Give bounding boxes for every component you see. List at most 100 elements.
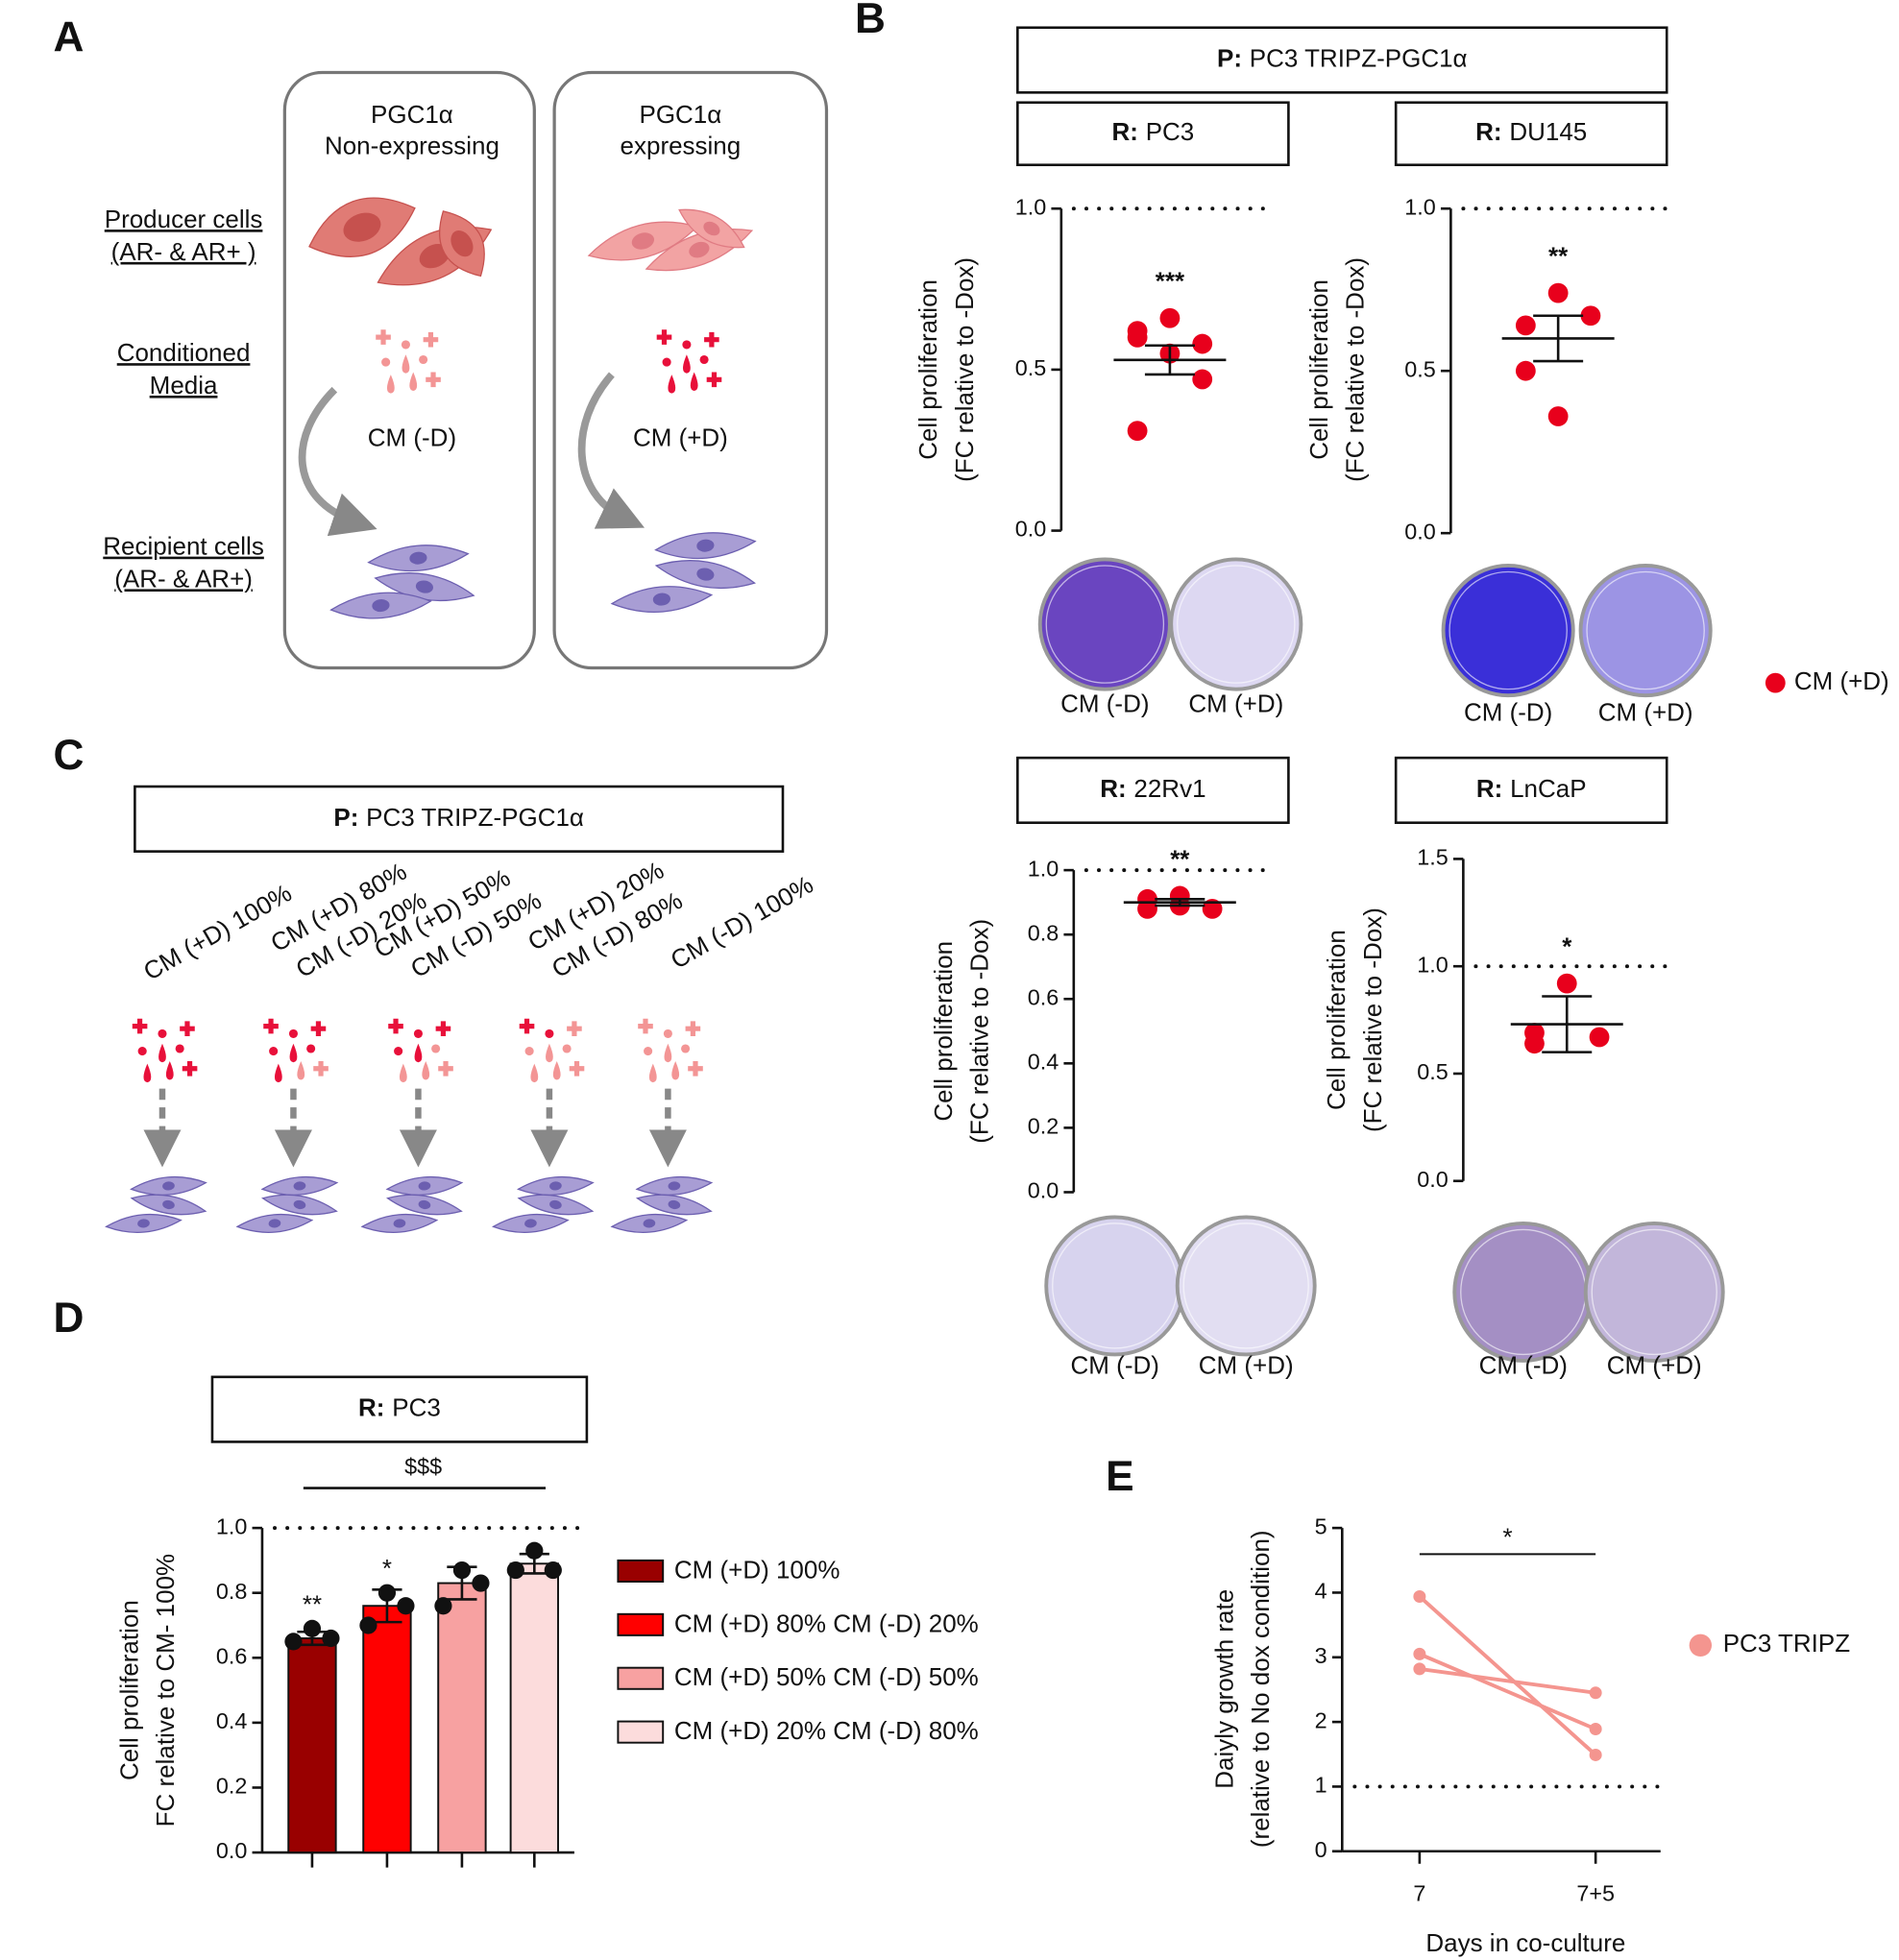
- bar: [287, 1637, 337, 1854]
- data-point: [1556, 973, 1577, 994]
- cell-icon: [492, 1213, 570, 1233]
- header-box: [1394, 101, 1668, 167]
- header-name: PC3 TRIPZ-PGC1α: [1250, 43, 1468, 72]
- cell-icon: [517, 1194, 595, 1216]
- legend-swatch: [617, 1559, 665, 1583]
- y-axis-label: Cell proliferation: [1322, 930, 1351, 1110]
- pair-line: [1419, 1666, 1596, 1695]
- cell-icon: [517, 1175, 595, 1196]
- data-point: [359, 1616, 377, 1634]
- data-point: [1515, 360, 1536, 381]
- y-tick-label: 5: [1315, 1513, 1327, 1538]
- cell-nucleus: [372, 599, 390, 613]
- cell-nucleus: [293, 1199, 306, 1210]
- header-text: R: PC3: [1111, 117, 1194, 146]
- data-point: [1580, 305, 1601, 327]
- particle: [671, 1060, 680, 1080]
- y-tick-label: 0.0: [1015, 517, 1047, 542]
- cell-nucleus: [696, 539, 715, 552]
- header-box: [210, 1375, 589, 1443]
- header-box: [134, 785, 785, 853]
- plate-label: CM (-D): [1060, 689, 1149, 717]
- header-box: [1016, 101, 1290, 167]
- particle: [409, 372, 418, 391]
- plate: [1037, 557, 1172, 691]
- cell-icon: [105, 1213, 183, 1233]
- legend-label: CM (+D) 50% CM (-D) 50%: [674, 1662, 979, 1691]
- particle: [423, 331, 439, 348]
- y-tick-label: 0.4: [216, 1708, 248, 1733]
- y-axis-label: Daiyly growth rate: [1209, 1589, 1238, 1789]
- y-tick-label: 0.6: [1028, 984, 1059, 1009]
- particle: [638, 1018, 653, 1034]
- cell-icon: [439, 210, 485, 278]
- particle: [274, 1063, 282, 1083]
- y-axis-label: Cell proliferation: [929, 941, 958, 1122]
- y-tick-label: 3: [1315, 1643, 1327, 1668]
- y-tick-label: 1.5: [1417, 845, 1449, 870]
- legend-marker: [1689, 1633, 1713, 1657]
- data-point: [1589, 1027, 1610, 1048]
- significance: **: [1548, 242, 1569, 271]
- y-tick-label: 0.0: [1404, 519, 1436, 544]
- particle: [401, 340, 410, 350]
- particle: [288, 1028, 299, 1038]
- y-tick-label: 0.8: [216, 1579, 248, 1604]
- bar: [509, 1562, 559, 1854]
- particle: [306, 1044, 316, 1053]
- cell-icon: [235, 1213, 314, 1233]
- data-point: [506, 1561, 524, 1580]
- data-point: [1192, 333, 1213, 354]
- particle: [381, 357, 391, 367]
- significance: $$$: [404, 1454, 442, 1479]
- cell-nucleus: [419, 243, 450, 269]
- cell-nucleus: [409, 551, 427, 565]
- plate-rim: [1591, 1228, 1717, 1356]
- header-box: [1016, 756, 1290, 825]
- particle: [165, 1060, 174, 1080]
- data-point: [377, 1584, 397, 1602]
- particle: [663, 1028, 672, 1038]
- particle: [668, 375, 676, 394]
- y-tick-label: 1.0: [1404, 194, 1436, 219]
- cell-nucleus: [689, 241, 710, 258]
- data-point: [472, 1574, 490, 1592]
- particle: [569, 1060, 585, 1077]
- y-tick-label: 1.0: [1028, 856, 1059, 881]
- curved-arrow: [298, 386, 377, 537]
- y-axis-label: (FC relative to -Dox): [1341, 257, 1370, 482]
- y-axis-label: (FC relative to -Dox): [965, 919, 994, 1144]
- y-tick-label: 0: [1315, 1837, 1327, 1862]
- header-prefix: R:: [358, 1392, 384, 1421]
- plate-rim: [1045, 565, 1165, 684]
- header-text: R: DU145: [1475, 117, 1587, 146]
- particle: [435, 1021, 451, 1036]
- data-point: [1202, 898, 1223, 919]
- x-axis-label: Days in co-culture: [1425, 1928, 1625, 1957]
- cell-nucleus: [524, 1219, 537, 1228]
- panel-label: A: [54, 13, 85, 60]
- plate-label: CM (+D): [1199, 1350, 1294, 1379]
- data-point: [1589, 1723, 1602, 1736]
- particle: [132, 1018, 148, 1034]
- data-point: [434, 1597, 452, 1615]
- data-point: [544, 1561, 562, 1580]
- particle: [263, 1018, 279, 1034]
- data-point: [1547, 406, 1569, 426]
- cell-icon: [610, 1213, 689, 1233]
- particle: [182, 1060, 198, 1077]
- y-tick-label: 0.0: [1028, 1178, 1059, 1203]
- particle: [546, 1043, 553, 1063]
- particle: [682, 354, 691, 374]
- cell-nucleus: [652, 593, 670, 606]
- particle: [414, 1043, 423, 1063]
- plate-label: CM (-D): [1464, 698, 1552, 727]
- cell-nucleus: [450, 230, 474, 257]
- y-tick-label: 0.0: [1417, 1167, 1449, 1192]
- particle: [662, 357, 671, 367]
- x-tick-label: 7: [1413, 1880, 1425, 1905]
- cell-icon: [367, 544, 470, 572]
- panel-label: C: [54, 732, 85, 779]
- cell-nucleus: [415, 580, 433, 593]
